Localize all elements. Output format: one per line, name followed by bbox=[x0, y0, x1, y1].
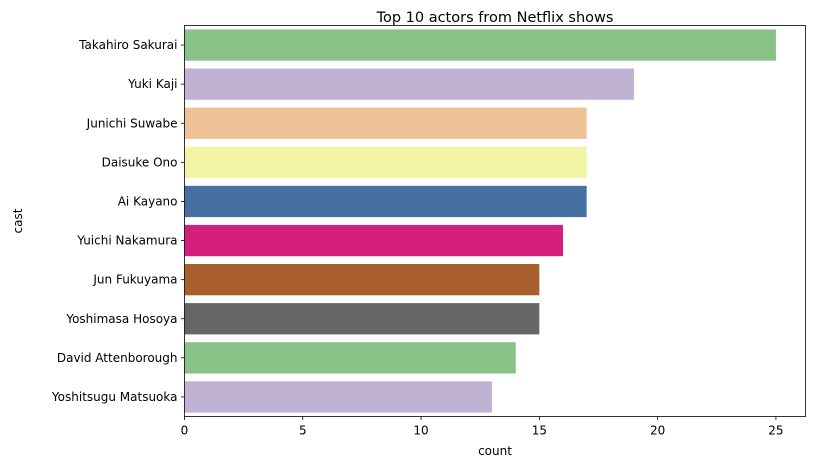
y-tick-label: David Attenborough bbox=[57, 351, 178, 365]
bar-junichi-suwabe bbox=[184, 107, 587, 139]
bar-yuki-kaji bbox=[184, 68, 634, 100]
y-tick-label: Yoshitsugu Matsuoka bbox=[51, 390, 178, 404]
plot-frame bbox=[184, 25, 806, 417]
y-tick-label: Ai Kayano bbox=[118, 194, 178, 208]
x-axis-ticks: 0 5 10 15 20 25 bbox=[181, 416, 784, 438]
x-tick-label: 10 bbox=[413, 424, 428, 438]
y-tick-label: Daisuke Ono bbox=[102, 155, 178, 169]
bar-david-attenborough bbox=[184, 342, 516, 374]
x-axis-title: count bbox=[478, 444, 512, 458]
bar-takahiro-sakurai bbox=[184, 29, 776, 61]
x-tick-label: 20 bbox=[650, 424, 665, 438]
x-tick-label: 5 bbox=[299, 424, 307, 438]
bars-group bbox=[184, 29, 776, 413]
bar-yuichi-nakamura bbox=[184, 224, 564, 257]
bar-daisuke-ono bbox=[184, 146, 587, 178]
bar-jun-fukuyama bbox=[184, 264, 540, 296]
bar-ai-kayano bbox=[184, 185, 587, 218]
y-tick-label: Takahiro Sakurai bbox=[78, 38, 177, 52]
bar-yoshimasa-hosoya bbox=[184, 303, 540, 335]
x-tick-label: 15 bbox=[532, 424, 547, 438]
y-tick-label: Yuki Kaji bbox=[127, 77, 177, 91]
x-tick-label: 0 bbox=[181, 424, 189, 438]
y-axis-ticks: Takahiro Sakurai Yuki Kaji Junichi Suwabe D… bbox=[51, 38, 185, 404]
y-tick-label: Jun Fukuyama bbox=[92, 273, 177, 287]
bar-yoshitsugu-matsuoka bbox=[184, 381, 493, 413]
y-tick-label: Yuichi Nakamura bbox=[76, 234, 177, 248]
y-tick-label: Yoshimasa Hosoya bbox=[65, 312, 177, 326]
y-axis-title: cast bbox=[11, 208, 25, 233]
y-tick-label: Junichi Suwabe bbox=[86, 116, 178, 130]
chart-title: Top 10 actors from Netflix shows bbox=[376, 10, 614, 26]
x-tick-label: 25 bbox=[768, 424, 783, 438]
